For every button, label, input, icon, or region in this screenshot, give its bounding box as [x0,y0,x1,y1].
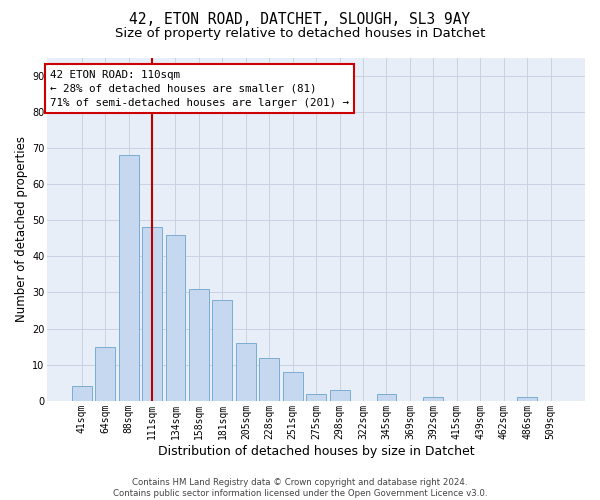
Bar [212,300,232,401]
Bar [329,390,350,401]
Text: 42 ETON ROAD: 110sqm
← 28% of detached houses are smaller (81)
71% of semi-detac: 42 ETON ROAD: 110sqm ← 28% of detached h… [50,70,349,108]
Text: Size of property relative to detached houses in Datchet: Size of property relative to detached ho… [115,28,485,40]
Bar [119,155,139,401]
Bar [306,394,326,401]
Bar [517,398,537,401]
Bar [72,386,92,401]
X-axis label: Distribution of detached houses by size in Datchet: Distribution of detached houses by size … [158,444,475,458]
Bar [142,228,162,401]
Text: 42, ETON ROAD, DATCHET, SLOUGH, SL3 9AY: 42, ETON ROAD, DATCHET, SLOUGH, SL3 9AY [130,12,470,28]
Bar [166,234,185,401]
Text: Contains HM Land Registry data © Crown copyright and database right 2024.
Contai: Contains HM Land Registry data © Crown c… [113,478,487,498]
Bar [236,343,256,401]
Bar [189,289,209,401]
Bar [259,358,279,401]
Bar [377,394,397,401]
Bar [283,372,302,401]
Bar [424,398,443,401]
Y-axis label: Number of detached properties: Number of detached properties [15,136,28,322]
Bar [95,346,115,401]
